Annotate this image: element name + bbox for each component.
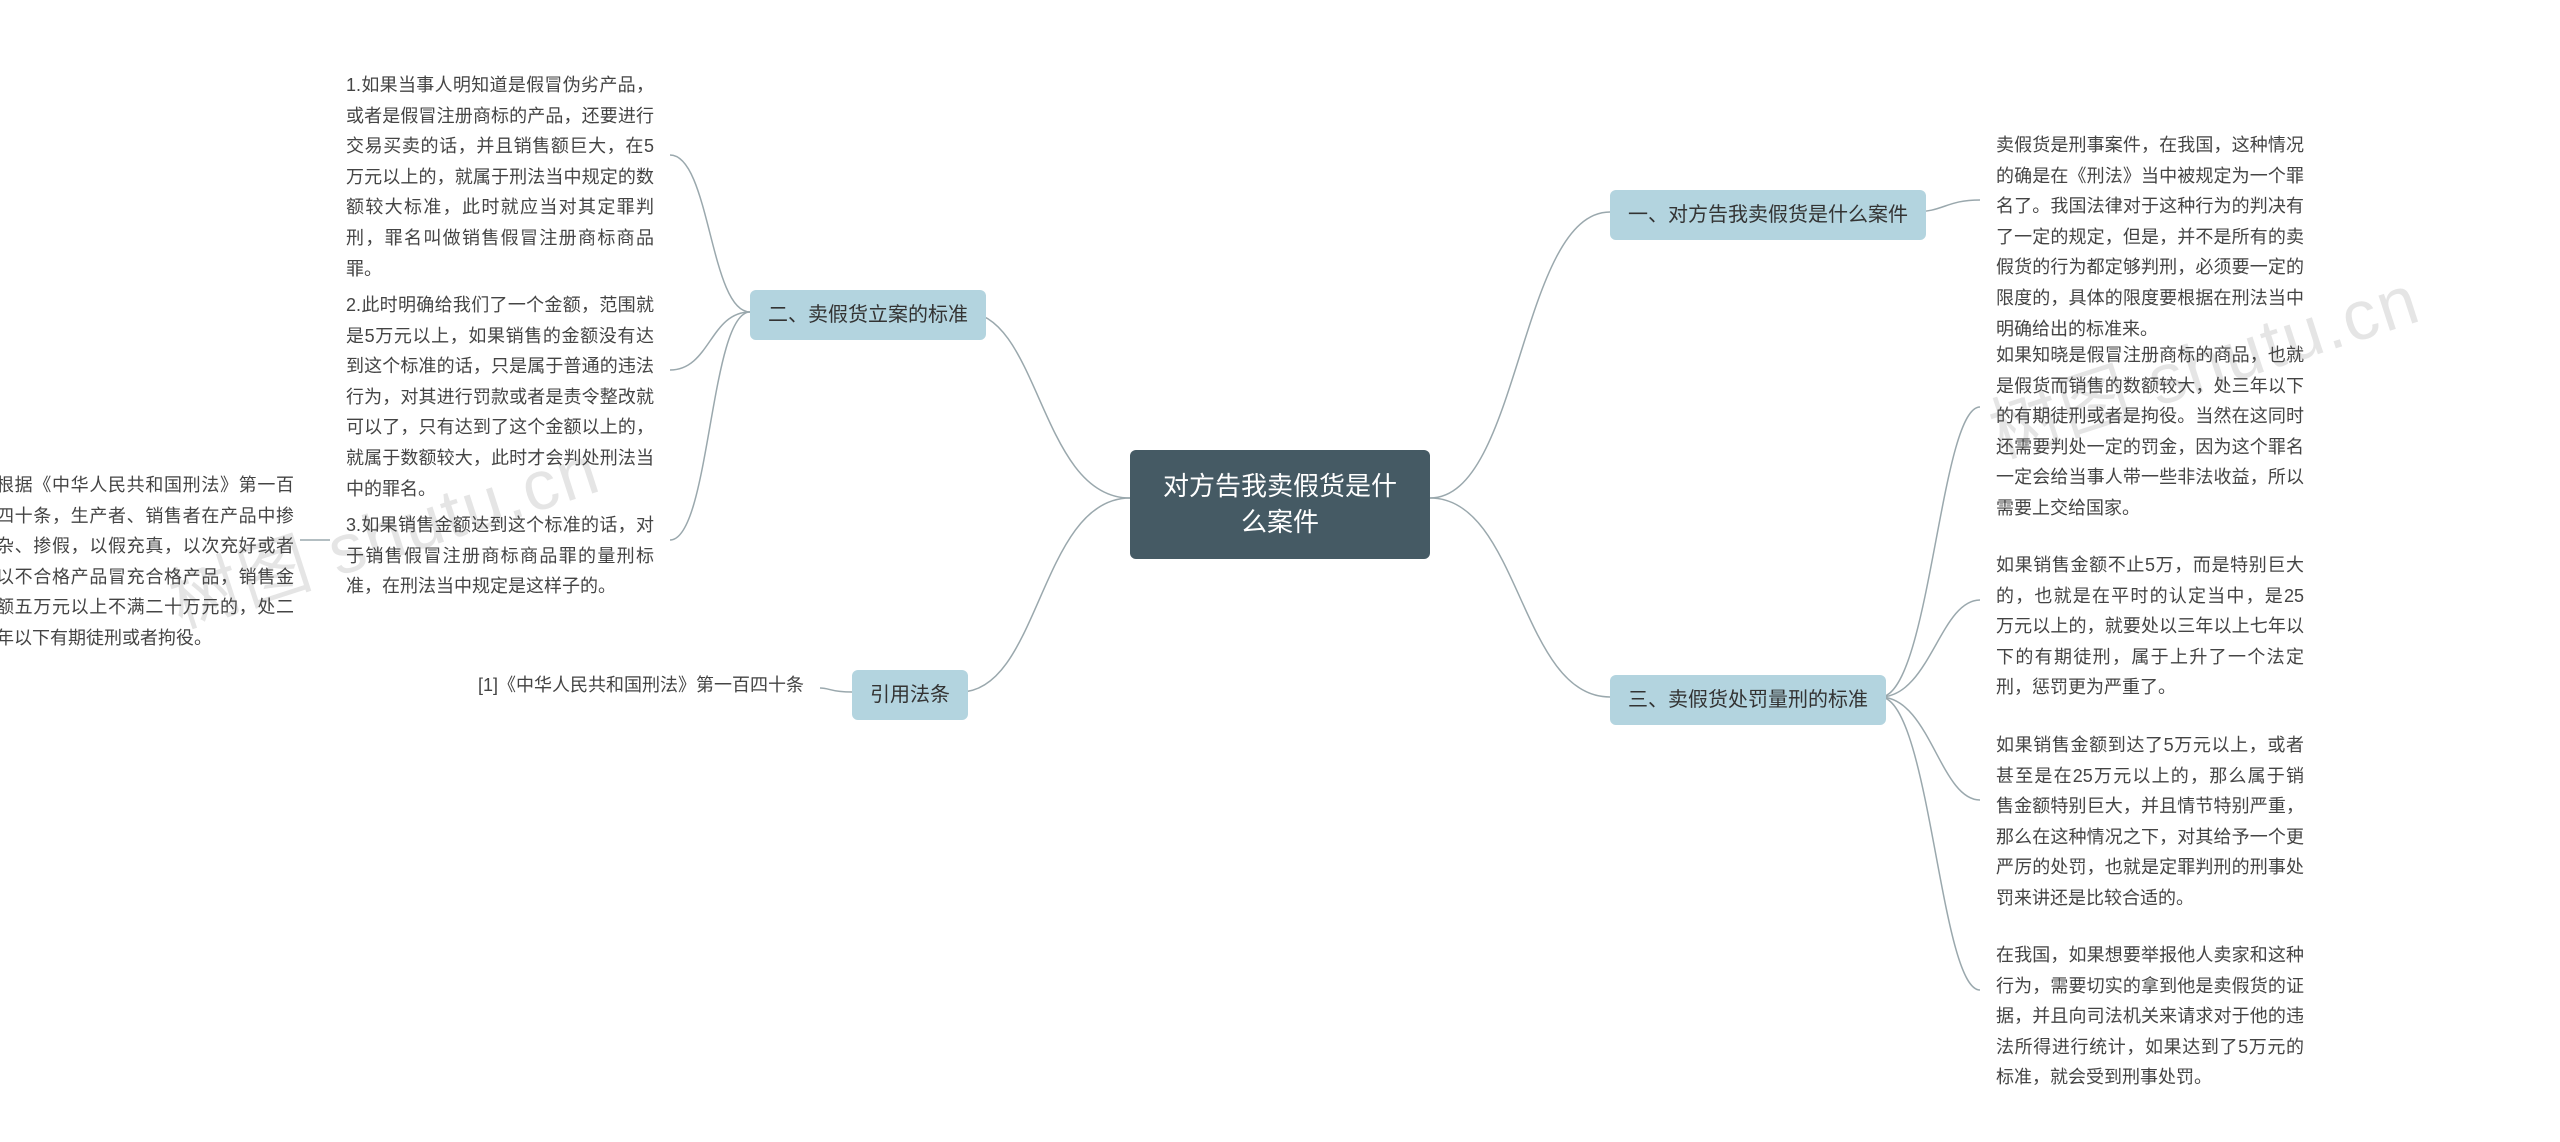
leaf-node: 1.如果当事人明知道是假冒伪劣产品，或者是假冒注册商标的产品，还要进行交易买卖的… bbox=[330, 60, 670, 294]
leaf-node: 如果销售金额不止5万，而是特别巨大的，也就是在平时的认定当中，是25万元以上的，… bbox=[1980, 540, 2320, 713]
leaf-node: 卖假货是刑事案件，在我国，这种情况的确是在《刑法》当中被规定为一个罪名了。我国法… bbox=[1980, 120, 2320, 354]
branch-right-1[interactable]: 一、对方告我卖假货是什么案件 bbox=[1610, 190, 1926, 240]
branch-left-1[interactable]: 二、卖假货立案的标准 bbox=[750, 290, 986, 340]
leaf-node: 根据《中华人民共和国刑法》第一百四十条，生产者、销售者在产品中掺杂、掺假，以假充… bbox=[0, 460, 310, 664]
leaf-node: 如果销售金额到达了5万元以上，或者甚至是在25万元以上的，那么属于销售金额特别巨… bbox=[1980, 720, 2320, 924]
root-node[interactable]: 对方告我卖假货是什么案件 bbox=[1130, 450, 1430, 559]
branch-left-2[interactable]: 引用法条 bbox=[852, 670, 968, 720]
mindmap-canvas: 树图 shutu.cn 树图 shutu.cn 对方告我卖假货是什么案件 一、对… bbox=[0, 0, 2560, 1142]
leaf-node: [1]《中华人民共和国刑法》第一百四十条 bbox=[420, 660, 820, 711]
leaf-node: 2.此时明确给我们了一个金额，范围就是5万元以上，如果销售的金额没有达到这个标准… bbox=[330, 280, 670, 514]
leaf-node: 在我国，如果想要举报他人卖家和这种行为，需要切实的拿到他是卖假货的证据，并且向司… bbox=[1980, 930, 2320, 1103]
leaf-node: 3.如果销售金额达到这个标准的话，对于销售假冒注册商标商品罪的量刑标准，在刑法当… bbox=[330, 500, 670, 612]
branch-right-2[interactable]: 三、卖假货处罚量刑的标准 bbox=[1610, 675, 1886, 725]
leaf-node: 如果知晓是假冒注册商标的商品，也就是假货而销售的数额较大，处三年以下的有期徒刑或… bbox=[1980, 330, 2320, 534]
